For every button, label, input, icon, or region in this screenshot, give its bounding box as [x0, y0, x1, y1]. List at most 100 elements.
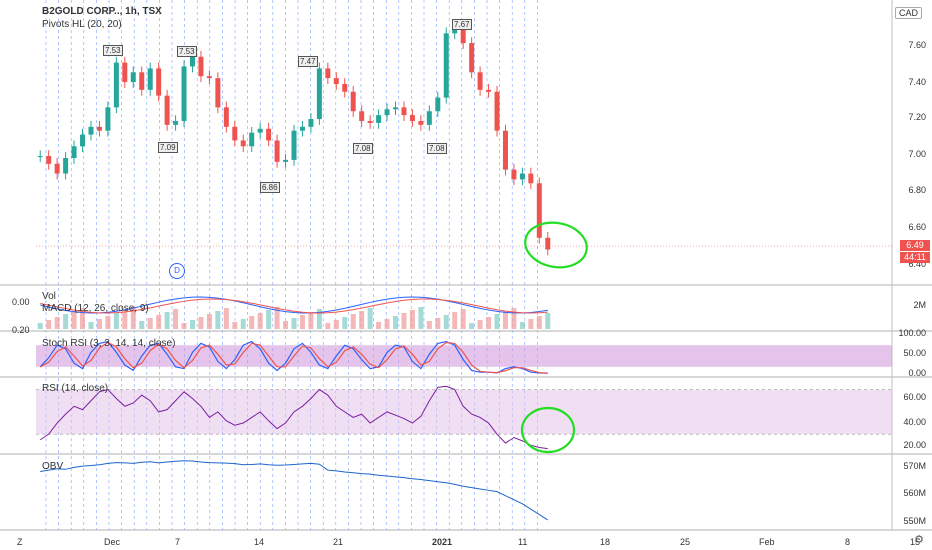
macd-legend[interactable]: MACD (12, 26, close, 9) [42, 303, 149, 314]
candle-body [147, 68, 153, 90]
volume-bar [494, 314, 500, 329]
gear-icon[interactable]: ⚙ [914, 534, 924, 546]
volume-bar [147, 318, 153, 329]
candle-body [156, 68, 162, 96]
volume-bar [249, 316, 255, 329]
price-candles[interactable] [37, 23, 551, 256]
candle-body [350, 91, 356, 112]
candle-body [232, 126, 238, 141]
candle-body [409, 115, 415, 121]
x-axis-label: 25 [680, 537, 691, 547]
candle-body [519, 173, 525, 180]
stoch-legend[interactable]: Stoch RSI (3, 3, 14, 14, close) [42, 338, 176, 349]
stoch-axis-label: 100.00 [898, 328, 926, 338]
macd-pane[interactable] [37, 296, 551, 329]
candle-body [80, 134, 86, 147]
vertical-grid-lines [45, 0, 538, 530]
volume-bar [283, 321, 289, 329]
currency-label[interactable]: CAD [894, 7, 922, 19]
candle-body [545, 237, 551, 250]
pivot-low-label: 7.09 [158, 142, 178, 153]
volume-bar [393, 316, 399, 329]
volume-axis-label: 2M [913, 300, 926, 310]
candle-body [189, 56, 195, 67]
obv-pane[interactable] [40, 460, 549, 521]
rsi-axis-label: 40.00 [903, 417, 926, 427]
rsi-pane[interactable] [36, 385, 892, 450]
volume-bar [519, 322, 525, 329]
volume-bar [536, 316, 542, 329]
pivot-high-label: 7.53 [177, 46, 197, 57]
candle-body [435, 97, 441, 112]
volume-bar [198, 317, 204, 329]
reset-zoom-button[interactable]: Z [17, 537, 23, 547]
candle-body [283, 159, 289, 162]
candle-body [257, 128, 263, 133]
volume-bar [486, 317, 492, 329]
candle-body [113, 62, 119, 108]
price-axis-label: 7.20 [908, 112, 926, 122]
volume-bar [88, 322, 94, 329]
volume-bar [418, 307, 424, 329]
x-axis-label: 8 [845, 537, 851, 547]
vol-legend[interactable]: Vol [42, 291, 56, 302]
pivot-low-label: 7.08 [427, 143, 447, 154]
volume-bar [291, 318, 297, 329]
stoch-axis-label: 50.00 [903, 348, 926, 358]
price-axis-label: 7.60 [908, 40, 926, 50]
candle-body [486, 89, 492, 92]
rsi-legend[interactable]: RSI (14, close) [42, 383, 109, 394]
candle-body [63, 157, 69, 174]
volume-bar [426, 321, 432, 329]
candle-body [502, 130, 508, 170]
volume-bar [359, 311, 365, 329]
candle-body [164, 95, 170, 125]
rsi-line [39, 385, 548, 450]
stoch-d-line [39, 341, 548, 374]
candle-body [71, 146, 77, 158]
candle-body [215, 78, 221, 108]
pivots-legend[interactable]: Pivots HL (20, 20) [42, 19, 122, 30]
candle-body [342, 83, 348, 92]
candle-body [367, 120, 373, 123]
volume-bar [105, 316, 111, 329]
candle-body [477, 72, 483, 90]
symbol-title[interactable]: B2GOLD CORP.., 1h, TSX [42, 6, 162, 17]
stoch-rsi-pane[interactable] [36, 340, 892, 374]
candle-body [198, 56, 204, 77]
pivot-low-label: 7.08 [353, 143, 373, 154]
annotation-circle [524, 221, 588, 269]
volume-bar [122, 310, 128, 329]
volume-bar [367, 308, 373, 329]
candle-body [511, 169, 517, 180]
rsi-axis-label: 20.00 [903, 440, 926, 450]
volume-bar [63, 314, 69, 329]
obv-axis-label: 560M [903, 488, 926, 498]
indicator-panes [0, 0, 932, 531]
volume-bar [54, 317, 60, 329]
obv-legend[interactable]: OBV [42, 461, 64, 472]
candle-body [46, 156, 52, 164]
candle-body [223, 107, 229, 127]
dividend-marker[interactable]: D [169, 263, 185, 279]
volume-bar [409, 310, 415, 329]
candle-body [469, 43, 475, 73]
volume-bar [299, 315, 305, 329]
volume-bar [181, 323, 187, 329]
rsi-band [36, 389, 892, 435]
candle-body [122, 62, 128, 83]
x-axis-label: 2021 [432, 537, 453, 547]
annotation-circle [520, 406, 576, 454]
obv-line [40, 460, 549, 521]
candle-body [37, 156, 43, 158]
price-axis-label: 6.40 [908, 259, 926, 269]
volume-bar [266, 310, 272, 329]
candle-body [240, 140, 246, 147]
candle-body [181, 66, 187, 121]
volume-bar [528, 319, 534, 329]
candle-body [88, 126, 94, 135]
volume-bar [130, 307, 136, 329]
candle-body [54, 163, 60, 174]
volume-bar [164, 312, 170, 329]
